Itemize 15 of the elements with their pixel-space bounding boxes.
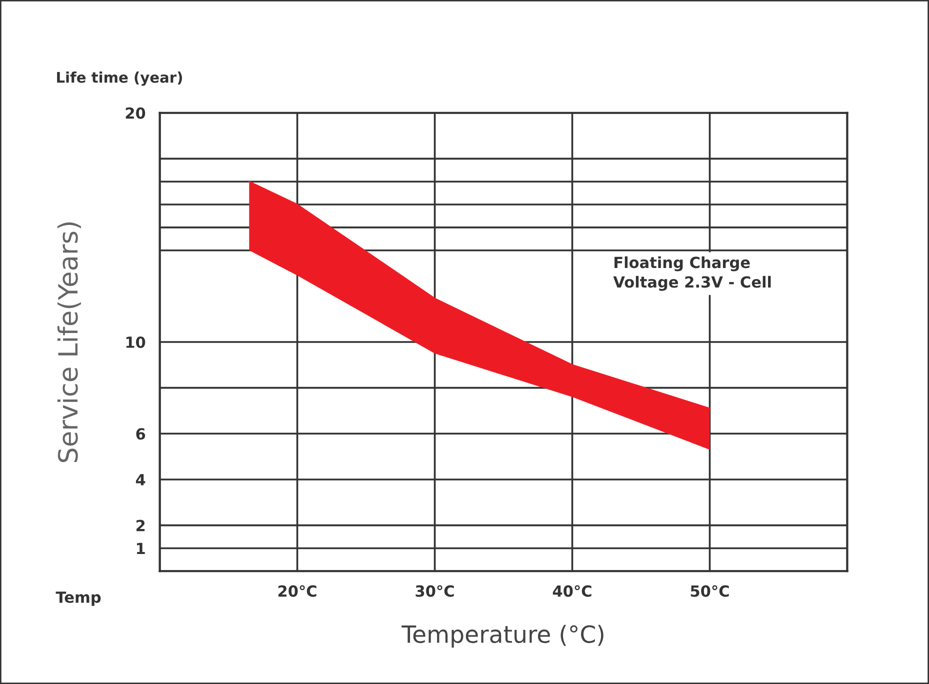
- y-tick-label: 1: [136, 542, 145, 554]
- y-tick-label: 2: [136, 520, 145, 532]
- y-tick-label: 10: [126, 336, 146, 348]
- x-tick-label: 30°C: [416, 585, 454, 597]
- x-tick-label: 50°C: [690, 585, 729, 597]
- x-axis-title: Temperature (°C): [402, 624, 604, 648]
- text: Temp: [56, 592, 101, 606]
- y-axis-title: Service Life(Years): [57, 222, 81, 462]
- y-tick-label: 4: [136, 474, 146, 486]
- text: Life time (year): [57, 72, 182, 86]
- y-tick-label: 6: [136, 428, 146, 440]
- x-tick-label: 20°C: [278, 585, 316, 597]
- x-tick-label: 40°C: [552, 585, 592, 597]
- annotation: Floating Charge Voltage 2.3V - Cell: [613, 256, 771, 291]
- y-tick-label: 20: [126, 107, 146, 119]
